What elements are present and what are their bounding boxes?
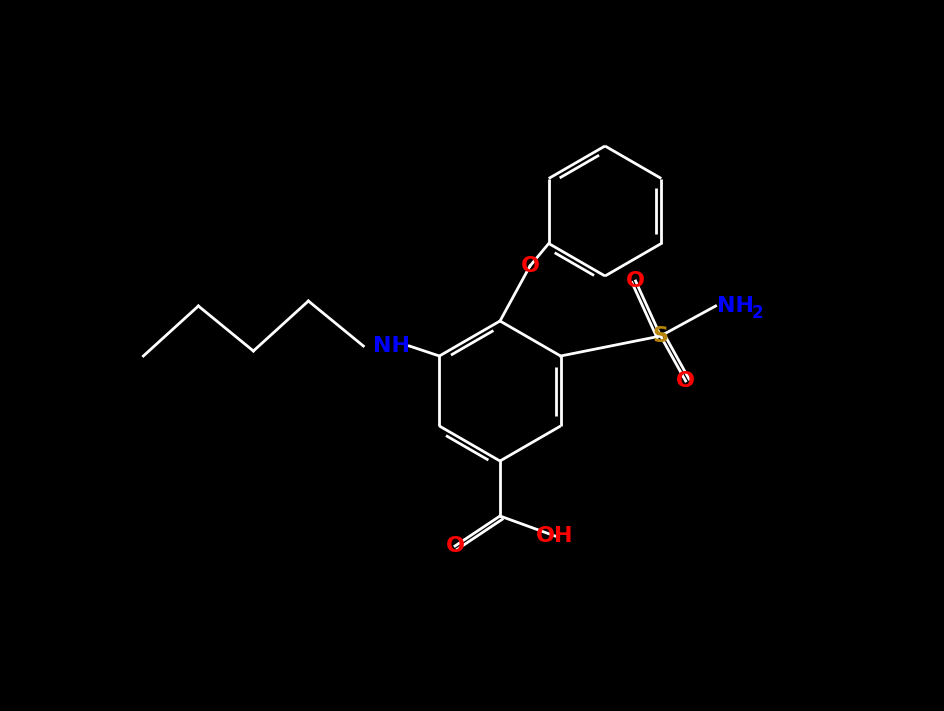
Text: O: O (626, 271, 645, 291)
Text: S: S (652, 326, 668, 346)
Text: NH: NH (373, 336, 410, 356)
Text: OH: OH (536, 526, 574, 546)
Text: O: O (446, 536, 464, 556)
Text: O: O (520, 256, 540, 276)
Text: 2: 2 (751, 304, 764, 322)
Text: NH: NH (717, 296, 754, 316)
Text: O: O (676, 371, 695, 391)
